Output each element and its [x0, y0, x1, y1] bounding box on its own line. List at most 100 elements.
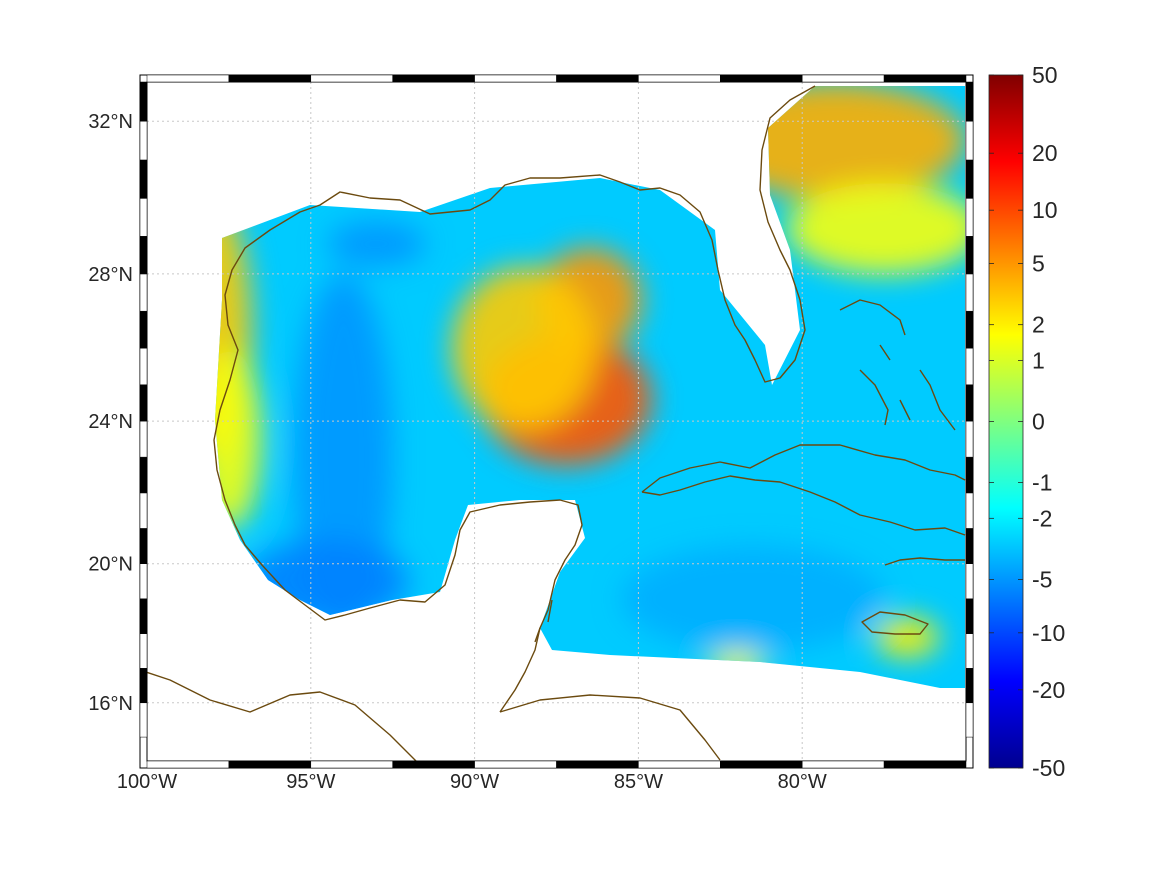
coast-bahamas	[839, 299, 956, 431]
frame-segment	[139, 633, 148, 669]
frame-segment	[146, 760, 230, 769]
lat-tick-label: 20°N	[88, 554, 133, 576]
frame-segment	[965, 420, 974, 458]
coast-central-america	[147, 671, 417, 761]
frame-segment	[139, 384, 148, 422]
frame-segment	[965, 120, 974, 161]
field-anomaly	[622, 546, 885, 652]
map-frame	[139, 74, 974, 769]
lat-tick-label: 16°N	[88, 693, 133, 715]
frame-segment	[228, 74, 312, 83]
lon-tick-label: 80°W	[778, 771, 827, 793]
frame-segment	[310, 760, 393, 769]
frame-segment	[139, 236, 148, 275]
frame-segment	[965, 273, 974, 312]
frame-segment	[883, 74, 967, 83]
colorbar-label: -10	[1032, 620, 1065, 646]
frame-segment	[720, 74, 803, 83]
frame-segment	[965, 668, 974, 704]
coast-cuba	[641, 444, 966, 536]
field-anomaly	[874, 616, 940, 658]
field-anomaly	[327, 221, 426, 267]
frame-segment	[556, 74, 639, 83]
field-anomalies	[215, 86, 965, 679]
frame-segment	[720, 760, 803, 769]
frame-segment	[965, 347, 974, 385]
frame-segment	[638, 760, 721, 769]
colorbar-label: 20	[1032, 140, 1058, 166]
colorbar-label: -1	[1032, 470, 1052, 496]
lat-tick-label: 32°N	[88, 111, 133, 133]
lat-tick-label: 24°N	[88, 411, 133, 433]
colorbar-label: 1	[1032, 347, 1045, 373]
coast-honduras	[499, 694, 721, 761]
frame-segment	[965, 384, 974, 422]
coast-hispaniola	[884, 557, 965, 566]
axis-labels: 100°W 95°W 90°W 85°W 80°W 32°N 28°N 24°N 20°N 16°…	[88, 111, 827, 793]
lon-tick-label: 95°W	[286, 771, 335, 793]
frame-segment	[965, 310, 974, 349]
frame-segment	[965, 81, 974, 122]
frame-segment	[801, 760, 885, 769]
colorbar-label: 10	[1032, 197, 1058, 223]
lon-tick-label: 85°W	[614, 771, 663, 793]
colorbar-label: -20	[1032, 677, 1065, 703]
frame-segment	[139, 347, 148, 385]
frame-segment	[965, 236, 974, 275]
lat-tick-label: 28°N	[88, 264, 133, 286]
field-layer	[215, 86, 965, 688]
frame-segment	[392, 760, 475, 769]
frame-segment	[556, 760, 639, 769]
coast-yucatan-islands	[534, 599, 553, 643]
colorbar-label: -2	[1032, 505, 1052, 531]
coast-jamaica	[861, 611, 929, 635]
frame-segment	[310, 74, 393, 83]
frame-segment	[139, 159, 148, 199]
frame-segment	[474, 74, 557, 83]
frame-segment	[139, 492, 148, 529]
field-anomaly	[215, 348, 262, 531]
frame-segment	[638, 74, 721, 83]
field-anomaly	[785, 183, 965, 275]
lon-tick-label: 100°W	[117, 771, 177, 793]
frame-segment	[139, 668, 148, 704]
frame-segment	[139, 420, 148, 458]
colorbar-ramp	[988, 74, 1024, 769]
frame-segment	[965, 456, 974, 494]
frame-segment	[228, 760, 312, 769]
frame-segment	[801, 74, 885, 83]
frame-segment	[474, 760, 557, 769]
colorbar-label: 2	[1032, 312, 1045, 338]
frame-segment	[146, 74, 230, 83]
frame-segment	[965, 702, 974, 738]
colorbar-label: 50	[1032, 62, 1058, 88]
frame-segment	[139, 528, 148, 564]
frame-segment	[965, 528, 974, 564]
frame-segment	[965, 159, 974, 199]
frame-segment	[139, 456, 148, 494]
frame-segment	[139, 81, 148, 122]
colorbar-label: 0	[1032, 409, 1045, 435]
field-anomaly	[451, 266, 596, 430]
frame-segment	[139, 702, 148, 738]
colorbar-label: -5	[1032, 566, 1052, 592]
frame-segment	[883, 760, 967, 769]
frame-segment	[965, 563, 974, 600]
frame-segment	[392, 74, 475, 83]
frame-segment	[965, 633, 974, 669]
lon-tick-label: 90°W	[450, 771, 499, 793]
frame-segment	[139, 273, 148, 312]
frame-segment	[965, 598, 974, 634]
frame-segment	[139, 598, 148, 634]
coast-gulf-mainland	[213, 85, 816, 713]
frame-segment	[139, 198, 148, 237]
frame-segment	[965, 198, 974, 237]
frame-segment	[139, 310, 148, 349]
colorbar-label: 5	[1032, 251, 1045, 277]
frame-segment	[139, 563, 148, 600]
frame-segment	[965, 492, 974, 529]
graticule	[147, 82, 966, 761]
